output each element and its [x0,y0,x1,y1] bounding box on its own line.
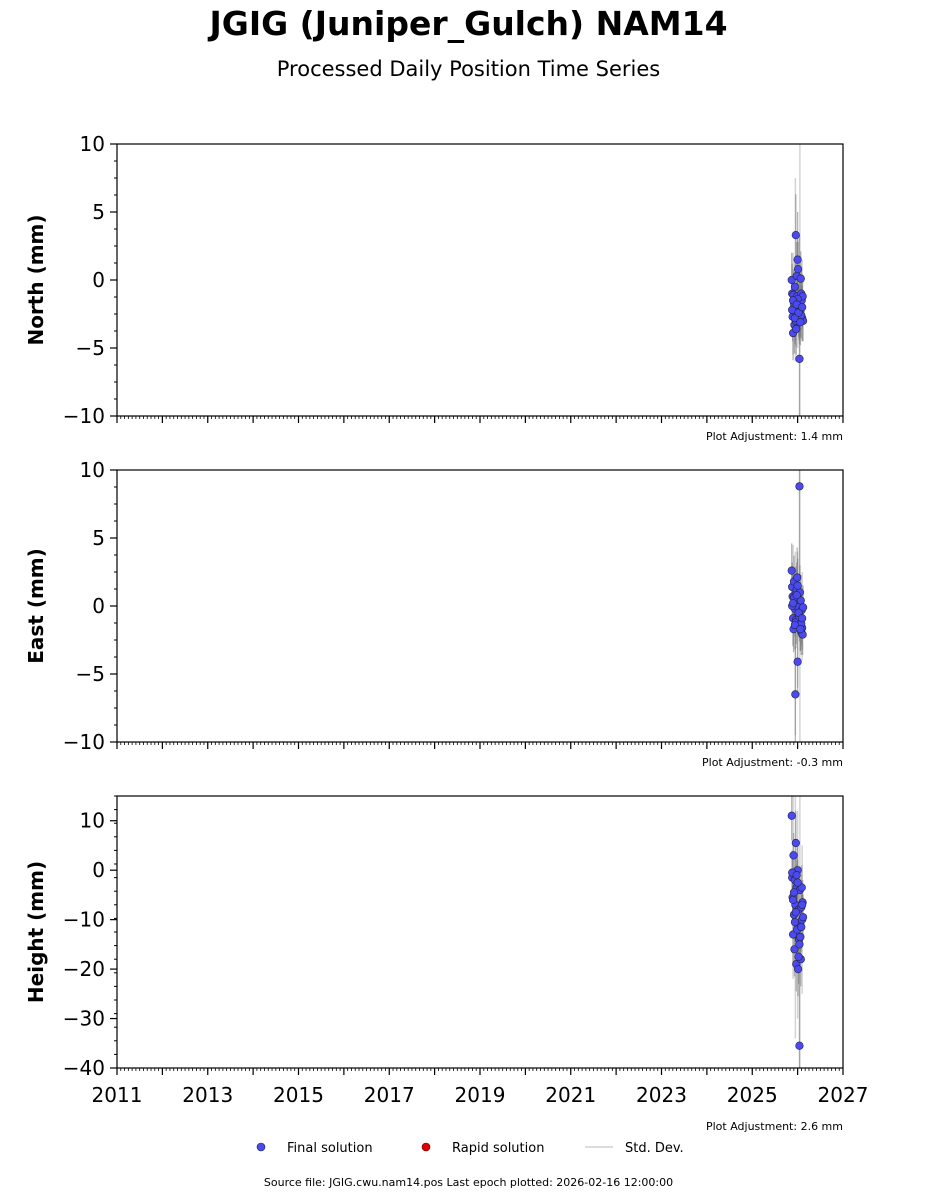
y-tick-label: 5 [92,526,105,550]
axes-frame [116,143,844,417]
data-point [792,324,801,334]
data-point [790,620,800,630]
data-point [795,354,804,363]
y-axis-label: East (mm) [24,548,48,664]
page-subtitle: Processed Daily Position Time Series [276,57,661,81]
axes-frame [116,795,844,1069]
panel-2: 10 5 0 −5 −10 East (mm) Plot Adjustment: -0.3 … [24,458,844,769]
x-tick-label: 2015 [273,1083,324,1107]
data-point [791,690,800,699]
legend-rapid-label: Rapid solution [452,1141,544,1156]
data-point [793,265,803,274]
plot-adjustment-note: Plot Adjustment: -0.3 mm [702,756,843,769]
data-point [796,625,805,634]
panel-1: 10 5 0 −5 −10 North (mm) Plot Adjustment: 1.4 … [24,132,844,443]
legend-final-marker [256,1142,266,1152]
data-point [793,581,802,590]
y-tick-label: −5 [76,336,105,360]
y-tick-label: −30 [63,1007,105,1031]
data-point [788,895,798,904]
panel-3: 10 0 −10 −20 −30 −40 2011 2013 2015 2017 2019 2021 2… [24,795,869,1133]
data-point [796,318,805,327]
data-point [790,945,799,954]
x-tick-label: 2019 [455,1083,506,1107]
plot-adjustment-note: Plot Adjustment: 2.6 mm [706,1120,843,1133]
y-tick-label: −10 [63,404,105,428]
x-tick-label: 2017 [364,1083,415,1107]
x-tick-label: 2013 [182,1083,233,1107]
data-point [793,573,802,582]
y-tick-label: 10 [80,132,105,156]
data-point [798,913,808,922]
source-note: Source file: JGIG.cwu.nam14.pos Last epo… [263,1176,674,1189]
plot-area [787,144,808,416]
y-tick-label: −10 [63,730,105,754]
x-tick-label: 2023 [636,1083,687,1107]
data-point [791,838,800,848]
y-tick-label: 0 [92,268,105,292]
data-point [798,303,807,312]
data-point [791,231,800,240]
data-point [793,878,802,887]
data-point [795,940,804,949]
plot-area [787,796,808,1068]
data-point [791,908,800,917]
plot-adjustment-note: Plot Adjustment: 1.4 mm [706,430,843,443]
plot-area [787,470,808,742]
data-point [790,282,800,291]
y-tick-label: 10 [80,809,105,833]
data-point [789,888,799,897]
x-tick-label: 2025 [727,1083,778,1107]
data-point [795,1041,804,1050]
data-point [789,851,798,860]
y-axis-label: North (mm) [24,214,48,345]
axes-frame [116,469,844,743]
legend-rapid-marker [421,1142,431,1152]
data-point [797,922,806,932]
data-point [795,482,804,491]
chart-legend: Final solution Rapid solution Std. Dev. [256,1141,684,1156]
data-point [787,566,796,575]
data-point [798,603,808,612]
data-point [788,599,798,608]
y-tick-label: −40 [63,1056,105,1080]
x-tick-label: 2027 [818,1083,869,1107]
data-point [796,274,805,283]
data-point [796,932,805,942]
data-point [793,964,803,974]
data-point [798,614,807,623]
y-tick-label: 5 [92,200,105,224]
legend-final-label: Final solution [287,1141,373,1156]
y-tick-label: 0 [92,594,105,618]
data-point [790,918,800,927]
y-tick-label: 10 [80,458,105,482]
data-point [793,255,802,264]
y-tick-label: −5 [76,662,105,686]
x-tick-label: 2021 [545,1083,596,1107]
chart-panels: 10 5 0 −5 −10 North (mm) Plot Adjustment: 1.4 … [24,132,868,1133]
y-tick-label: −10 [63,908,105,932]
data-point [793,657,802,666]
y-tick-label: 0 [92,858,105,882]
legend-std-label: Std. Dev. [625,1141,684,1156]
x-tick-label: 2011 [92,1083,143,1107]
y-tick-label: −20 [63,957,105,981]
data-point [792,871,801,880]
data-point [798,900,807,909]
data-point [792,591,801,600]
y-axis-label: Height (mm) [24,861,48,1003]
data-point [787,811,796,820]
page-title: JGIG (Juniper_Gulch) NAM14 [209,4,728,43]
data-point [794,952,803,961]
